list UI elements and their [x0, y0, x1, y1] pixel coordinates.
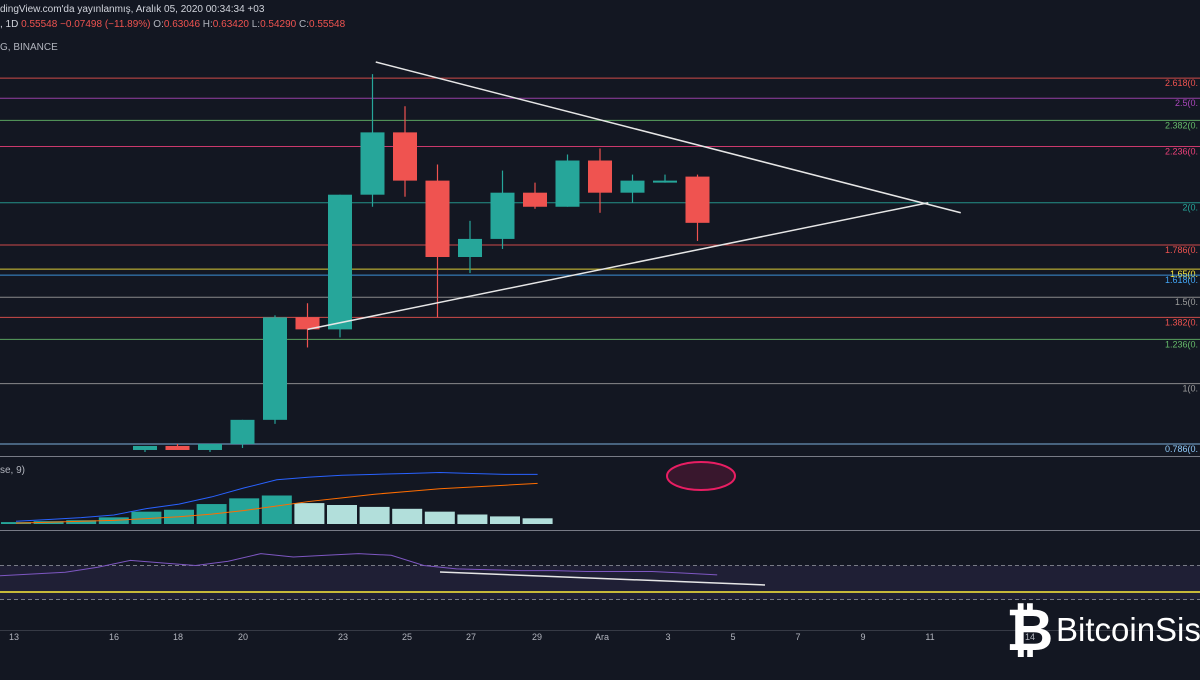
macd-histogram-bar [424, 511, 455, 524]
candle-body [133, 445, 157, 450]
bitcoinsistemi-watermark: ₿ BitcoinSis [1006, 600, 1200, 660]
rsi-line [0, 553, 718, 577]
time-axis-label: 29 [532, 632, 542, 642]
fib-level-label: 1(0. [1182, 384, 1198, 394]
candle-body [588, 160, 612, 193]
open-value: 0.63046 [163, 19, 201, 30]
fib-level-label: 2.5(0. [1175, 98, 1198, 108]
candle-body [653, 180, 677, 183]
fib-level-label: 1.786(0. [1165, 245, 1198, 255]
time-axis-label: 23 [338, 632, 348, 642]
fib-level-label: 1.236(0. [1165, 339, 1198, 349]
candle-body [490, 192, 515, 239]
change-value: −0.07498 (−11.89%) [60, 19, 151, 30]
time-axis-label: 3 [665, 632, 670, 642]
triangle-trendline [375, 61, 961, 214]
fib-level-label: 2.382(0. [1165, 120, 1198, 130]
macd-histogram-bar [66, 520, 97, 524]
triangle-trendline [307, 201, 929, 331]
rsi-band [0, 565, 1200, 600]
candle-body [165, 445, 190, 450]
candle-body [458, 238, 482, 258]
low-label: L: [251, 19, 261, 30]
candle-body [295, 317, 320, 330]
fib-level-label: 2.618(0. [1165, 78, 1198, 88]
close-value: 0.55548 [21, 19, 58, 30]
candle-body [263, 317, 287, 420]
candle-body [523, 192, 547, 207]
bitcoin-logo-icon: ₿ [1006, 600, 1054, 660]
macd-histogram-bar [131, 511, 162, 524]
time-axis-label: 20 [238, 632, 248, 642]
high-value: 0.63420 [212, 19, 249, 30]
macd-histogram-bar [294, 503, 325, 524]
fib-level-label: 1.382(0. [1165, 317, 1198, 327]
fib-level-label: 0.786(0. [1165, 444, 1198, 454]
macd-histogram-bar [522, 518, 553, 524]
ohlc-legend: , 1D 0.55548 −0.07498 (−11.89%) O:0.6304… [0, 19, 345, 30]
timeframe-label: , 1D [0, 19, 19, 30]
fib-level-label: 1.5(0. [1175, 297, 1198, 307]
time-axis-label: 14 [1025, 632, 1035, 642]
rsi-divergence-trendline [439, 571, 766, 586]
time-axis-label: 9 [860, 632, 865, 642]
high-label: H: [202, 19, 213, 30]
close-label: C: [299, 19, 310, 30]
candle-body [198, 443, 222, 450]
macd-histogram-bar [359, 506, 390, 524]
close-value-2: 0.55548 [309, 19, 346, 30]
macd-histogram-bar [327, 505, 357, 524]
candle-body [230, 419, 255, 444]
macd-histogram-bar [392, 508, 423, 524]
candle-body [360, 132, 385, 195]
low-value: 0.54290 [260, 19, 297, 30]
candle-body [425, 180, 450, 258]
fib-level-label: 2.236(0. [1165, 146, 1198, 156]
macd-histogram-bar [261, 495, 292, 524]
watermark-text: BitcoinSis [1056, 611, 1200, 648]
symbol-exchange: G, BINANCE [0, 42, 58, 53]
macd-histogram-bar [457, 514, 488, 524]
time-axis-label: 13 [9, 632, 19, 642]
macd-crossover-highlight [666, 461, 736, 491]
macd-signal-line [15, 482, 538, 524]
candle-body [685, 176, 710, 223]
candle-body [620, 180, 645, 193]
fib-level-label: 2(0. [1182, 203, 1198, 213]
candle-body [328, 194, 352, 330]
candle-body [555, 160, 580, 207]
time-axis-label: 16 [109, 632, 119, 642]
candle-body [393, 132, 417, 181]
macd-indicator-label: se, 9) [0, 465, 26, 476]
time-axis-label: 27 [466, 632, 476, 642]
fib-level-label: 1.65(0. [1170, 269, 1198, 279]
time-axis-label: 25 [402, 632, 412, 642]
open-label: O: [153, 19, 164, 30]
publish-info: dingView.com'da yayınlanmış, Aralık 05, … [0, 4, 265, 15]
macd-histogram-bar [490, 516, 520, 524]
time-axis-label: 11 [925, 632, 934, 642]
time-axis-label: 5 [730, 632, 735, 642]
time-axis-label: 7 [795, 632, 800, 642]
macd-line [15, 472, 538, 522]
time-axis-label: Ara [595, 632, 609, 642]
time-axis-label: 18 [173, 632, 183, 642]
fib-level-label: 1.618(0. [1165, 275, 1198, 285]
